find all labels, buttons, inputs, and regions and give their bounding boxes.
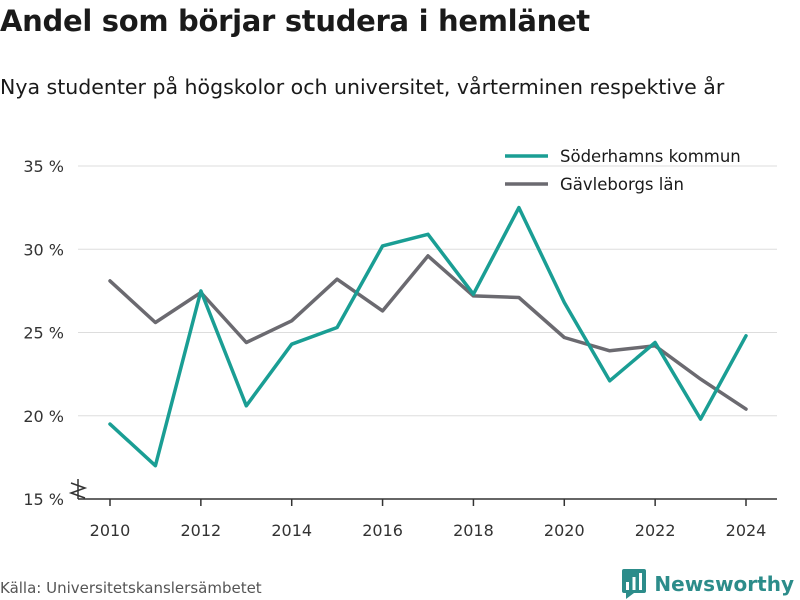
y-tick-label: 20 % bbox=[23, 407, 64, 426]
axis-break-icon bbox=[68, 482, 88, 499]
legend: Söderhamns kommun Gävleborgs län bbox=[505, 147, 741, 194]
y-tick-label: 25 % bbox=[23, 324, 64, 343]
series-soderhamns-kommun-line bbox=[108, 205, 748, 468]
series-gavleborgs-lan-line bbox=[108, 254, 748, 411]
series-lines bbox=[108, 205, 748, 468]
y-tick-label: 35 % bbox=[23, 157, 64, 176]
axes: 15 % 20 % 25 % 30 % 35 % 2010 2012 2014 2016 2018… bbox=[23, 157, 777, 540]
newsworthy-logo-icon bbox=[622, 569, 647, 599]
brand-name: Newsworthy bbox=[654, 572, 794, 596]
gridlines bbox=[78, 165, 777, 417]
chart-title: Andel som börjar studera i hemlänet bbox=[0, 4, 590, 38]
legend-label: Söderhamns kommun bbox=[560, 147, 741, 166]
x-tick-label: 2020 bbox=[544, 521, 585, 540]
legend-label: Gävleborgs län bbox=[560, 175, 684, 194]
y-tick-label: 15 % bbox=[23, 490, 64, 509]
source-note: Källa: Universitetskanslersämbetet bbox=[0, 579, 262, 597]
chart-subtitle: Nya studenter på högskolor och universit… bbox=[0, 75, 725, 99]
x-tick-label: 2016 bbox=[362, 521, 403, 540]
x-tick-label: 2018 bbox=[453, 521, 494, 540]
x-tick-label: 2014 bbox=[271, 521, 312, 540]
x-tick-label: 2010 bbox=[90, 521, 131, 540]
x-tick-label: 2024 bbox=[726, 521, 767, 540]
x-tick-label: 2022 bbox=[635, 521, 676, 540]
brand-logo-group: Newsworthy bbox=[622, 569, 794, 599]
y-tick-label: 30 % bbox=[23, 240, 64, 259]
x-tick-label: 2012 bbox=[180, 521, 221, 540]
